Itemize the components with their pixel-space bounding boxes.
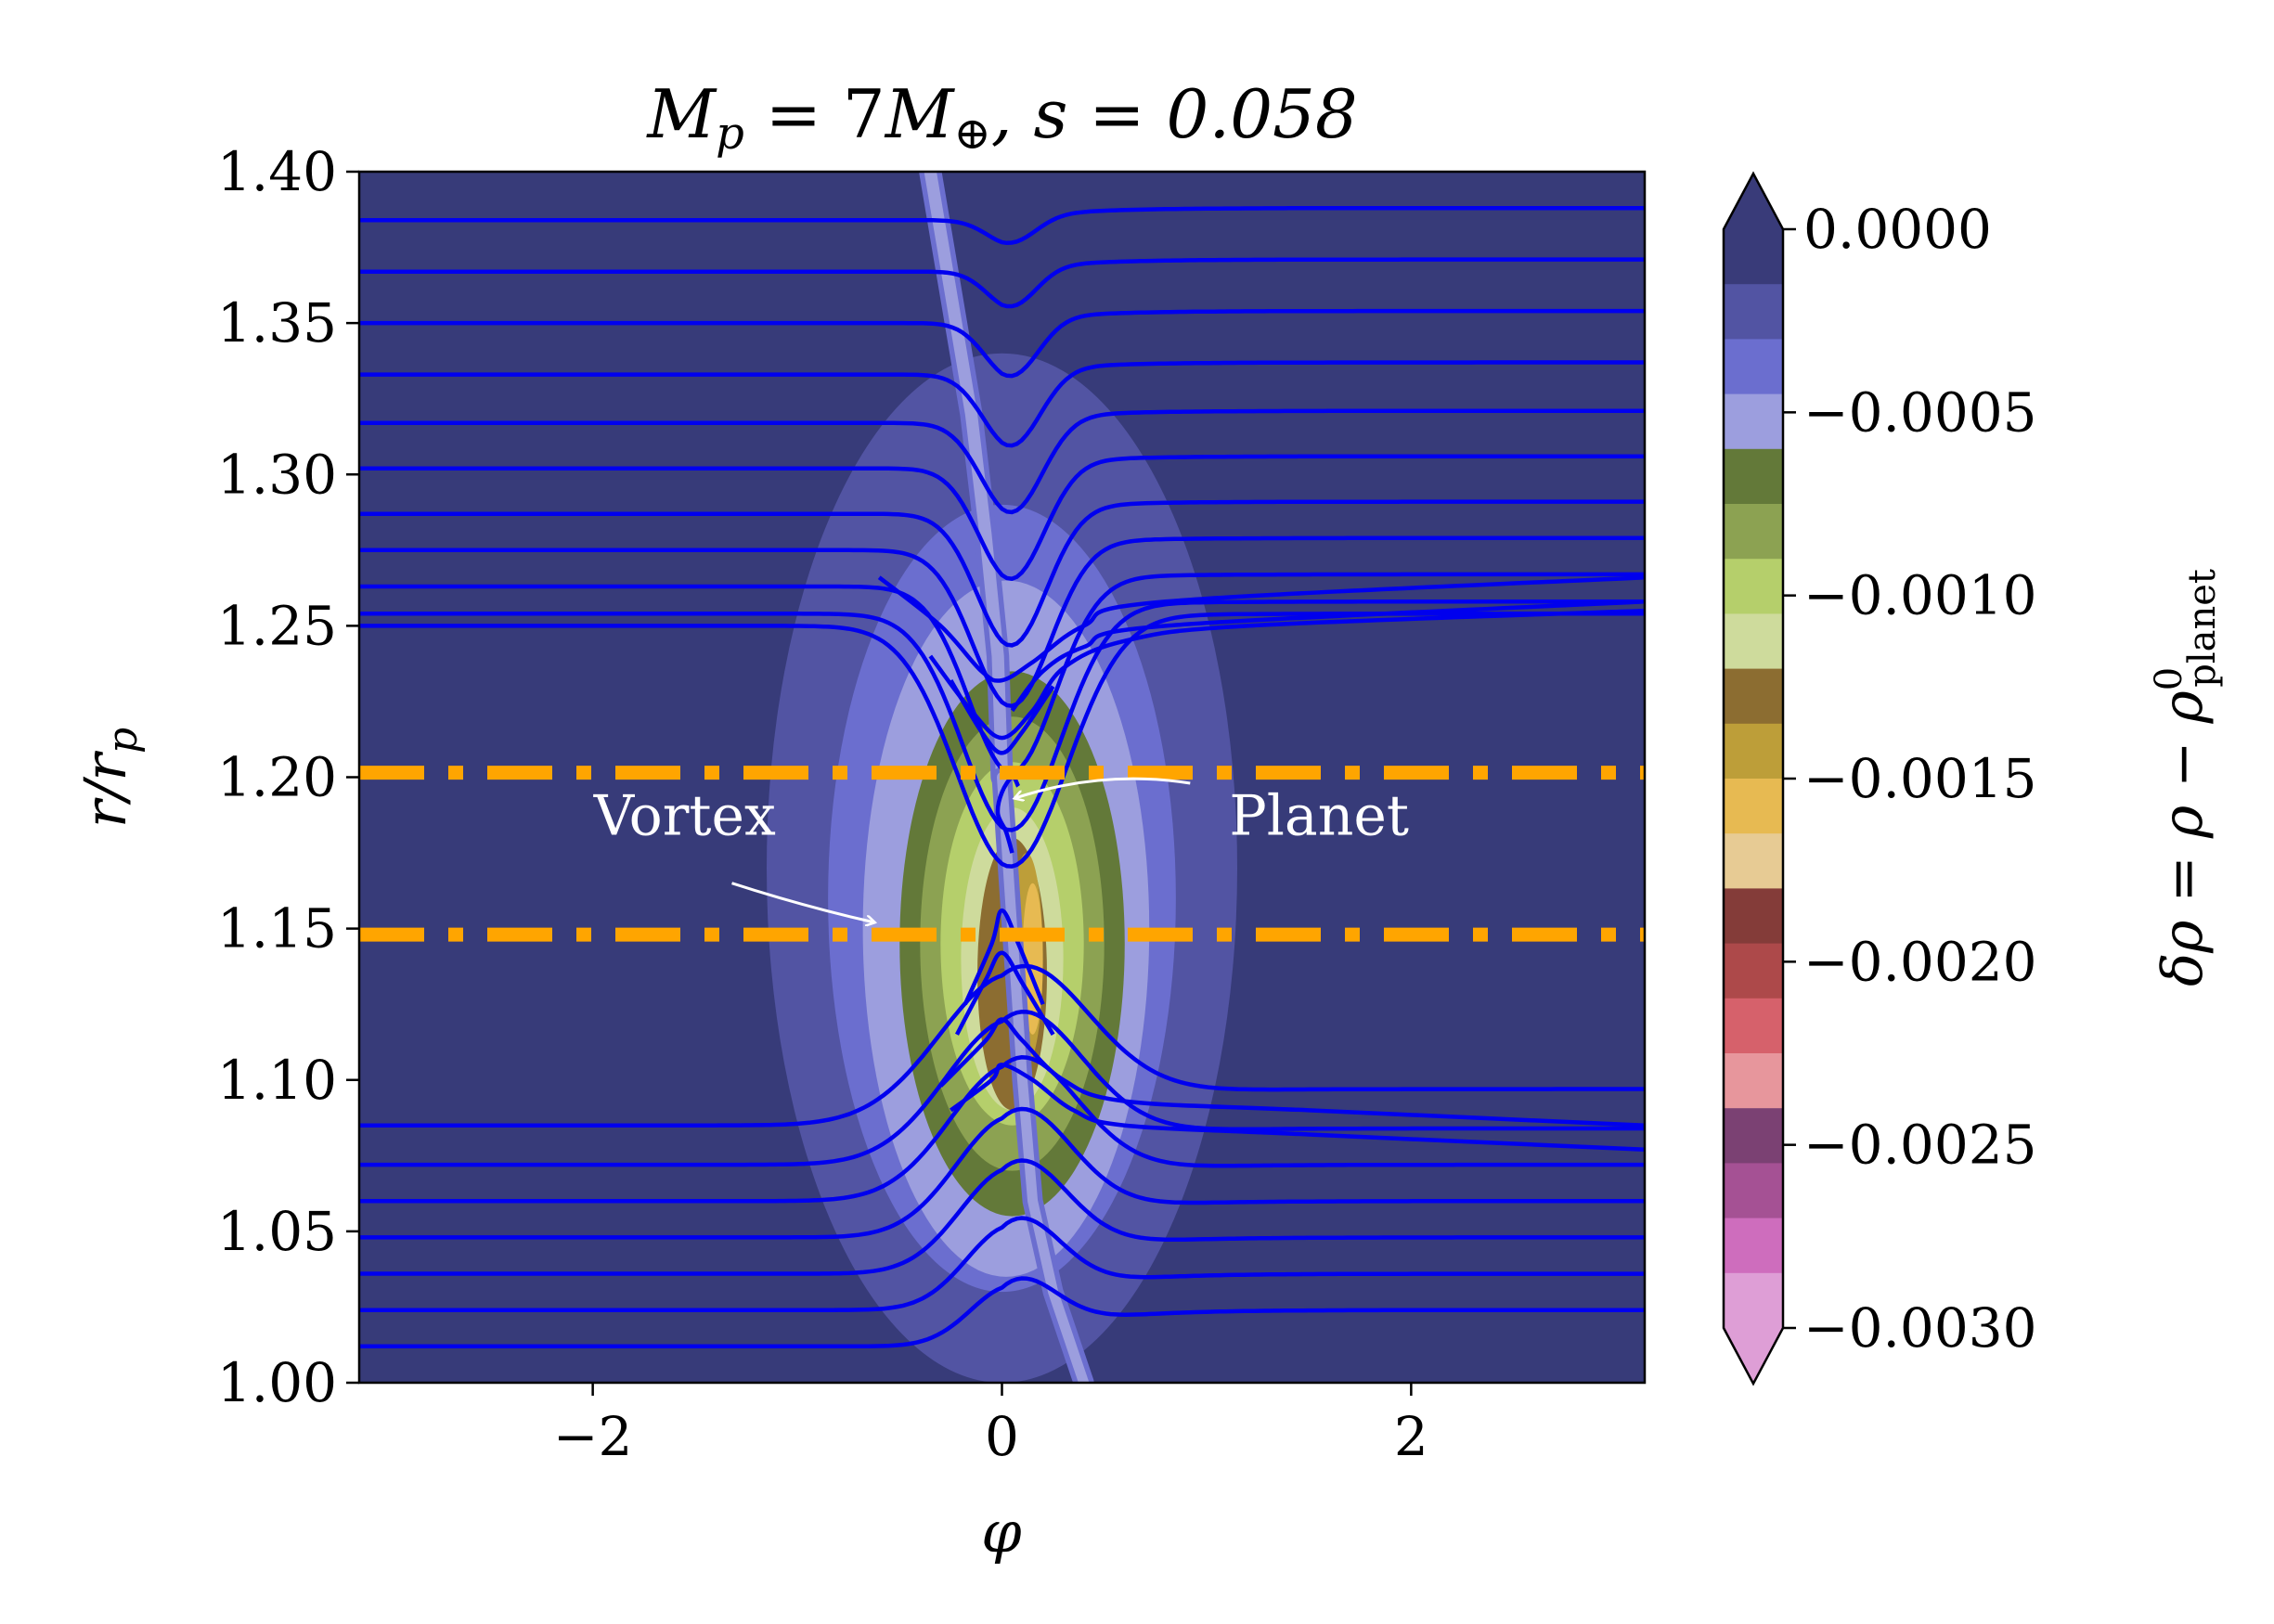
horseshoe-streamline	[955, 950, 1055, 1036]
x-tick-label: −2	[553, 1405, 633, 1468]
colorbar-segment	[1724, 723, 1783, 780]
colorbar-segment	[1724, 668, 1783, 725]
y-tick-label: 1.15	[217, 897, 337, 960]
x-tick-label: 2	[1394, 1405, 1428, 1468]
annotation-label: Vortex	[593, 783, 776, 848]
streamline	[359, 308, 1645, 379]
colorbar-segment	[1724, 998, 1783, 1054]
colorbar-tick-label: −0.0015	[1803, 747, 2037, 810]
streamline	[359, 454, 1645, 582]
colorbar: 0.0000 −0.0005 −0.0010 −0.0015 −0.0020 −0.002…	[1722, 171, 2037, 1386]
streamline	[359, 257, 1645, 309]
x-axis: −2 0 2	[553, 1383, 1428, 1468]
y-tick-label: 1.25	[217, 594, 337, 657]
annotation-arrow	[1014, 777, 1191, 798]
svg-text:Mp = 7M⊕, s = 0.058: Mp = 7M⊕, s = 0.058	[645, 75, 1357, 160]
spiral-wake-arm	[996, 771, 1090, 1383]
horseshoe-streamline	[1010, 599, 1645, 713]
x-tick-label: 0	[985, 1405, 1019, 1468]
colorbar-tick-label: −0.0030	[1803, 1296, 2037, 1360]
horseshoe-streamline	[963, 908, 1045, 1006]
streamline	[359, 1106, 1645, 1240]
colorbar-segment	[1724, 448, 1783, 505]
guide-lines	[359, 766, 1645, 942]
streamline	[359, 1276, 1645, 1349]
horseshoe-streamline	[938, 1017, 1645, 1128]
streamline	[359, 535, 1645, 709]
streamline	[359, 408, 1645, 515]
colorbar-segment	[1724, 1108, 1783, 1164]
colorbar-segment	[1724, 1163, 1783, 1219]
colorbar-tick-label: −0.0025	[1803, 1114, 2037, 1177]
streamline	[359, 205, 1645, 246]
colorbar-extend-top	[1724, 174, 1783, 229]
colorbar-segment	[1724, 559, 1783, 614]
y-tick-label: 1.00	[217, 1351, 337, 1414]
annotation-label: Planet	[1229, 783, 1409, 848]
colorbar-segment	[1724, 779, 1783, 834]
colorbar-tick-label: −0.0005	[1803, 380, 2037, 444]
plot-area: Vortex Planet	[357, 170, 1647, 1385]
y-tick-label: 1.10	[217, 1049, 337, 1112]
streamline	[359, 612, 1645, 869]
streamline	[359, 963, 1645, 1128]
y-tick-label: 1.05	[217, 1200, 337, 1263]
streamline	[359, 1216, 1645, 1312]
colorbar-segment	[1724, 1272, 1783, 1329]
annotation-arrow	[731, 882, 875, 922]
colorbar-segment	[1724, 943, 1783, 999]
colorbar-segment	[1724, 833, 1783, 889]
streamline	[359, 499, 1645, 648]
horseshoe-streamline	[950, 1063, 1645, 1153]
y-axis: 1.00 1.05 1.10 1.15 1.20 1.25 1.30 1.35 1.40	[217, 140, 359, 1414]
horseshoe-streamline	[928, 608, 1645, 741]
horseshoe-streamline	[949, 678, 1055, 755]
y-tick-label: 1.40	[217, 140, 337, 203]
y-axis-label: r/rp	[71, 728, 147, 828]
annotations: Vortex Planet	[593, 777, 1409, 922]
y-tick-label: 1.20	[217, 746, 337, 809]
streamline	[359, 360, 1645, 448]
colorbar-segment	[1724, 888, 1783, 945]
colorbar-tick-label: 0.0000	[1803, 198, 1992, 261]
colorbar-segment	[1724, 1053, 1783, 1109]
colorbar-segment	[1724, 339, 1783, 395]
y-tick-label: 1.30	[217, 443, 337, 506]
colorbar-segment	[1724, 504, 1783, 560]
colorbar-label: δρ = ρ − ρ0planet	[2148, 569, 2224, 986]
streamline	[359, 1158, 1645, 1276]
x-axis-label: φ	[981, 1498, 1022, 1566]
chart-title: Mp = 7M⊕, s = 0.058	[645, 75, 1357, 160]
colorbar-segment	[1724, 229, 1783, 285]
colorbar-tick-label: −0.0020	[1803, 930, 2037, 993]
colorbar-tick-label: −0.0010	[1803, 564, 2037, 627]
colorbar-segment	[1724, 284, 1783, 340]
colorbar-extend-bottom	[1724, 1328, 1783, 1384]
colorbar-segment	[1724, 393, 1783, 450]
streamlines	[359, 205, 1645, 1349]
colorbar-segment	[1724, 613, 1783, 670]
colorbar-segment	[1724, 1218, 1783, 1274]
horseshoe-streamline	[877, 574, 1645, 683]
y-tick-label: 1.35	[217, 291, 337, 354]
